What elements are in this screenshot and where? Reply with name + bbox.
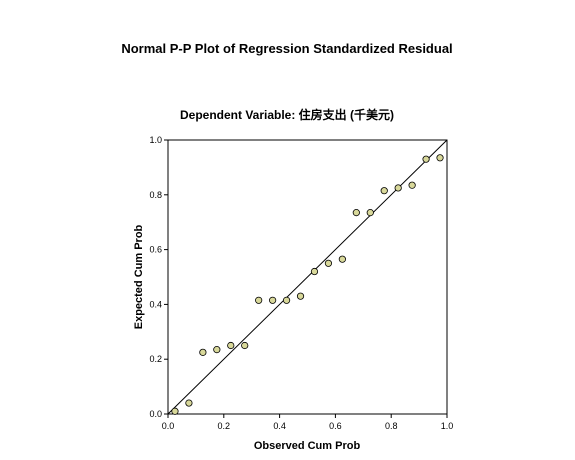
x-tick-label: 1.0 bbox=[441, 421, 454, 431]
chart-subtitle: Dependent Variable: 住房支出 (千美元) bbox=[180, 107, 394, 122]
data-point bbox=[436, 154, 444, 162]
data-point bbox=[296, 292, 305, 300]
x-axis-ticks: 0.0 0.2 0.4 0.6 0.8 1.0 bbox=[162, 414, 454, 431]
data-point bbox=[213, 346, 221, 354]
data-point bbox=[352, 209, 360, 217]
y-tick-label: 0.2 bbox=[149, 354, 162, 364]
data-point bbox=[282, 296, 291, 304]
x-axis-label: Observed Cum Prob bbox=[254, 440, 361, 452]
data-point bbox=[227, 341, 235, 350]
data-point bbox=[199, 348, 207, 356]
data-point bbox=[310, 267, 319, 276]
points-group bbox=[171, 154, 444, 415]
data-point bbox=[422, 155, 430, 163]
data-point bbox=[185, 399, 193, 407]
y-tick-label: 1.0 bbox=[149, 135, 162, 145]
x-tick-label: 0.2 bbox=[218, 421, 231, 431]
data-point bbox=[380, 187, 388, 195]
y-axis-label: Expected Cum Prob bbox=[133, 224, 145, 329]
data-point bbox=[171, 407, 179, 415]
data-point bbox=[394, 184, 402, 192]
reference-line-group bbox=[167, 139, 448, 415]
data-point bbox=[241, 341, 249, 350]
x-tick-label: 0.8 bbox=[385, 421, 398, 431]
y-tick-label: 0.4 bbox=[149, 299, 162, 309]
y-axis-ticks: 0.0 0.2 0.4 0.6 0.8 1.0 bbox=[149, 135, 168, 419]
data-point bbox=[324, 259, 333, 267]
x-tick-label: 0.6 bbox=[329, 421, 342, 431]
y-tick-label: 0.0 bbox=[149, 409, 162, 419]
data-point bbox=[255, 296, 263, 304]
x-tick-label: 0.4 bbox=[273, 421, 286, 431]
y-tick-label: 0.6 bbox=[149, 245, 162, 255]
plot-frame bbox=[167, 139, 448, 415]
y-tick-label: 0.8 bbox=[149, 190, 162, 200]
data-point bbox=[408, 181, 416, 189]
reference-line bbox=[167, 139, 448, 415]
data-point bbox=[269, 296, 277, 304]
chart-title: Normal P-P Plot of Regression Standardiz… bbox=[121, 41, 452, 56]
x-tick-label: 0.0 bbox=[162, 421, 175, 431]
data-point bbox=[366, 209, 374, 217]
data-point bbox=[338, 255, 346, 263]
